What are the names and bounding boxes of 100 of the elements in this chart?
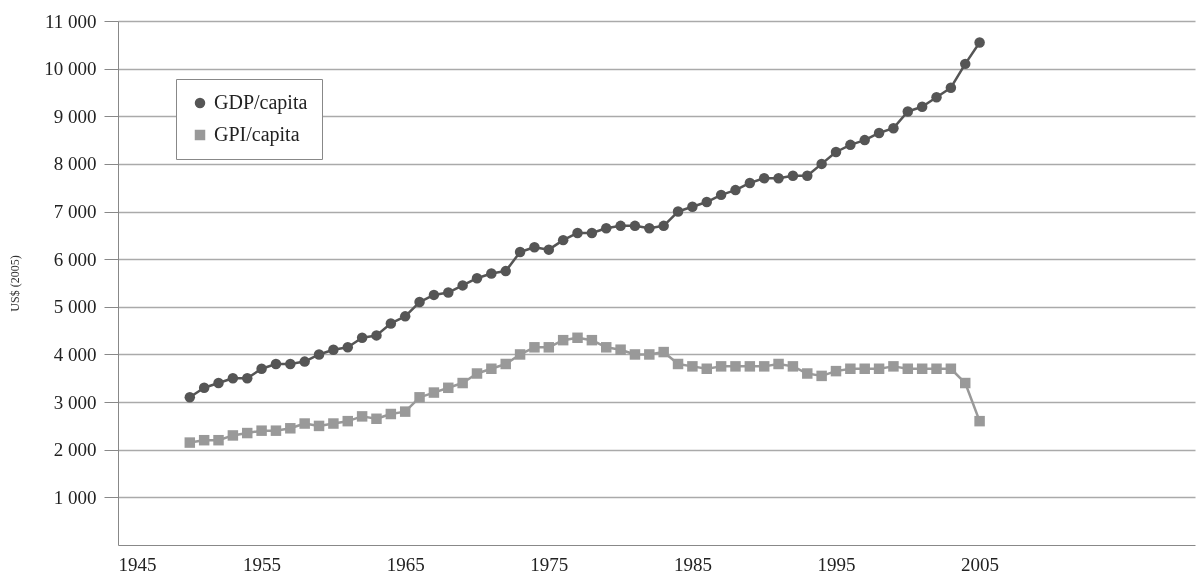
point [500,265,511,277]
point [256,425,267,436]
point [672,358,684,370]
point [342,415,353,427]
y-tick-label: 2 000 [53,439,97,461]
point [816,158,827,170]
y-tick-label: 8 000 [53,153,97,175]
point [227,430,239,441]
point [873,363,885,374]
point [529,242,540,253]
point [399,406,411,417]
point [443,382,454,394]
point [443,287,454,298]
point [285,358,296,370]
point [931,363,942,374]
point [787,170,799,182]
legend-label: GDP/capita [214,91,308,114]
point [845,139,856,151]
point [586,334,598,346]
y-tick-label: 4 000 [53,343,97,365]
x-tick-label: 1965 [386,553,425,575]
point [572,332,583,344]
point [572,227,583,239]
point [902,363,914,374]
point [945,82,957,93]
y-axis-title: US$ (2005) [8,255,23,312]
point [471,368,483,379]
x-tick-label: 1955 [243,553,282,575]
y-tick-label: 10 000 [44,58,97,80]
point [873,127,885,139]
point [399,311,411,322]
point [658,220,669,232]
point [830,365,842,377]
point [902,106,914,117]
point [701,363,712,374]
point [414,296,425,308]
point [916,101,928,112]
point [629,220,641,232]
point [557,234,569,246]
point [198,434,210,446]
point [586,227,598,239]
point [601,342,612,353]
point [974,37,985,48]
point [945,363,957,374]
point [270,358,282,370]
point [313,420,325,432]
x-tick-label: 1945 [118,553,157,575]
point [184,392,196,403]
point [644,349,655,360]
y-tick-label: 6 000 [53,248,97,270]
point [457,377,468,389]
legend-label: GPI/capita [214,123,300,146]
point [299,418,310,429]
y-tick-label: 9 000 [53,105,97,127]
point [960,377,971,389]
y-tick-label: 3 000 [53,391,97,413]
point [529,342,540,353]
point [486,268,497,279]
point [960,58,971,70]
point [184,437,196,448]
point [385,318,397,329]
point [428,387,440,398]
point [543,342,555,353]
y-tick-label: 5 000 [53,296,97,318]
x-tick-label: 1995 [817,553,856,575]
point [356,411,368,422]
point [773,358,784,370]
point [931,91,942,103]
point [687,361,698,372]
x-tick-label: 1975 [530,553,569,575]
point [213,377,224,389]
point [730,361,741,372]
point [198,382,210,394]
point [356,332,368,344]
point [285,423,296,434]
point [213,434,224,446]
point [328,418,339,429]
point [428,289,440,301]
point [256,363,267,374]
point [758,361,770,372]
point [888,122,899,134]
point [802,368,813,379]
point [371,413,382,425]
point [543,244,555,255]
y-tick-label: 11 000 [44,10,97,32]
point [730,184,741,196]
point [471,273,483,284]
y-tick-label: 1 000 [53,486,97,508]
point [414,392,425,403]
point [773,172,784,184]
point [385,408,397,420]
point [615,344,626,355]
point [758,172,770,184]
point [974,415,985,427]
point [744,177,756,189]
point [802,170,813,182]
point [457,280,468,291]
point [328,344,339,355]
point [486,363,497,374]
x-tick-label: 2005 [961,553,1000,575]
